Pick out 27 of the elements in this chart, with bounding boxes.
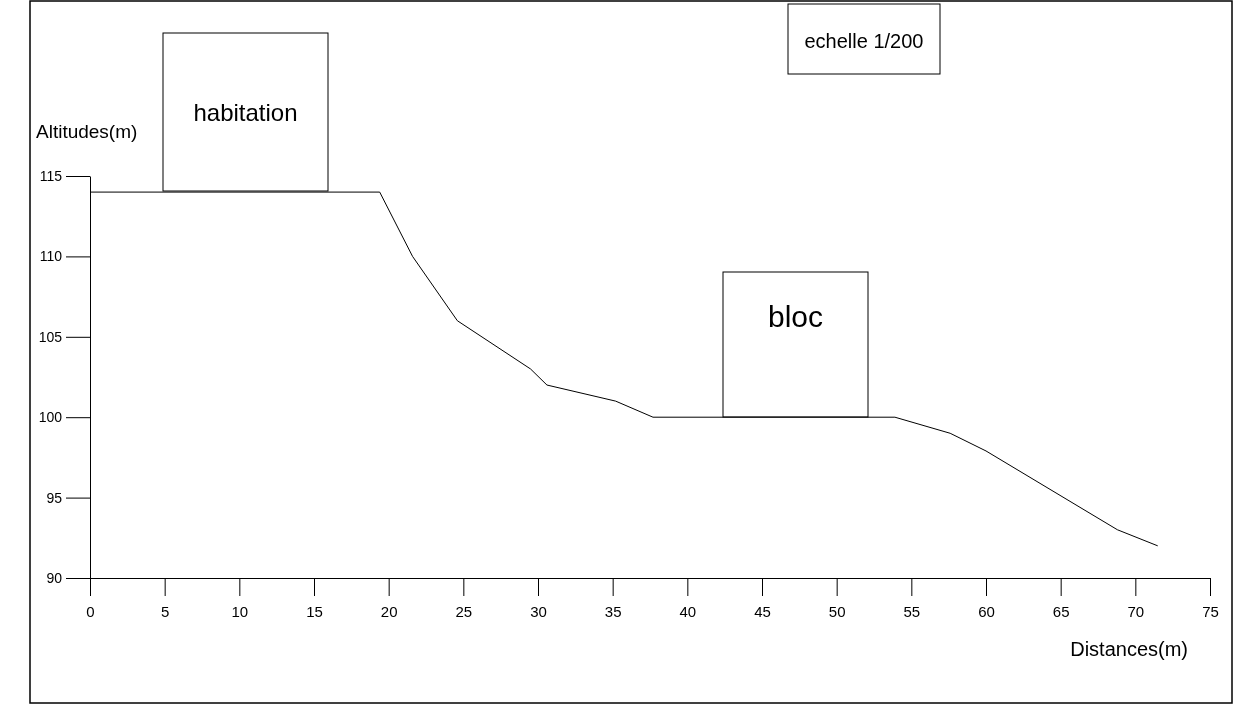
x-tick-label: 60 — [978, 602, 995, 620]
y-tick-label: 100 — [38, 409, 63, 426]
x-tick-label: 10 — [231, 602, 249, 620]
x-tick-label: 5 — [160, 602, 170, 620]
y-tick-label: 110 — [39, 248, 63, 265]
x-tick-label: 65 — [1052, 602, 1070, 620]
x-tick-label: 50 — [828, 602, 846, 620]
y-tick-label: 95 — [46, 489, 63, 506]
x-tick-label: 55 — [903, 602, 921, 620]
y-axis-title: Altitudes(m) — [36, 121, 138, 142]
x-tick-label: 45 — [754, 602, 771, 620]
x-tick-label: 15 — [306, 602, 323, 620]
x-tick-label: 70 — [1127, 602, 1145, 620]
x-tick-label: 20 — [380, 602, 398, 620]
annotation: bloc — [767, 300, 824, 333]
y-tick-label: 90 — [46, 569, 63, 586]
text: habitation — [193, 99, 298, 126]
x-axis-title: Distances(m) — [1070, 638, 1188, 660]
text: echelle 1/200 — [804, 30, 924, 52]
x-tick-label: 40 — [679, 602, 697, 620]
x-tick-label: 75 — [1202, 602, 1219, 620]
x-tick-label: 30 — [530, 602, 547, 620]
x-tick-label: 35 — [604, 602, 622, 620]
x-tick-label: 0 — [86, 602, 95, 620]
y-tick-label: 105 — [38, 328, 63, 345]
y-tick-label: 115 — [39, 167, 63, 184]
x-tick-label: 25 — [455, 602, 473, 620]
